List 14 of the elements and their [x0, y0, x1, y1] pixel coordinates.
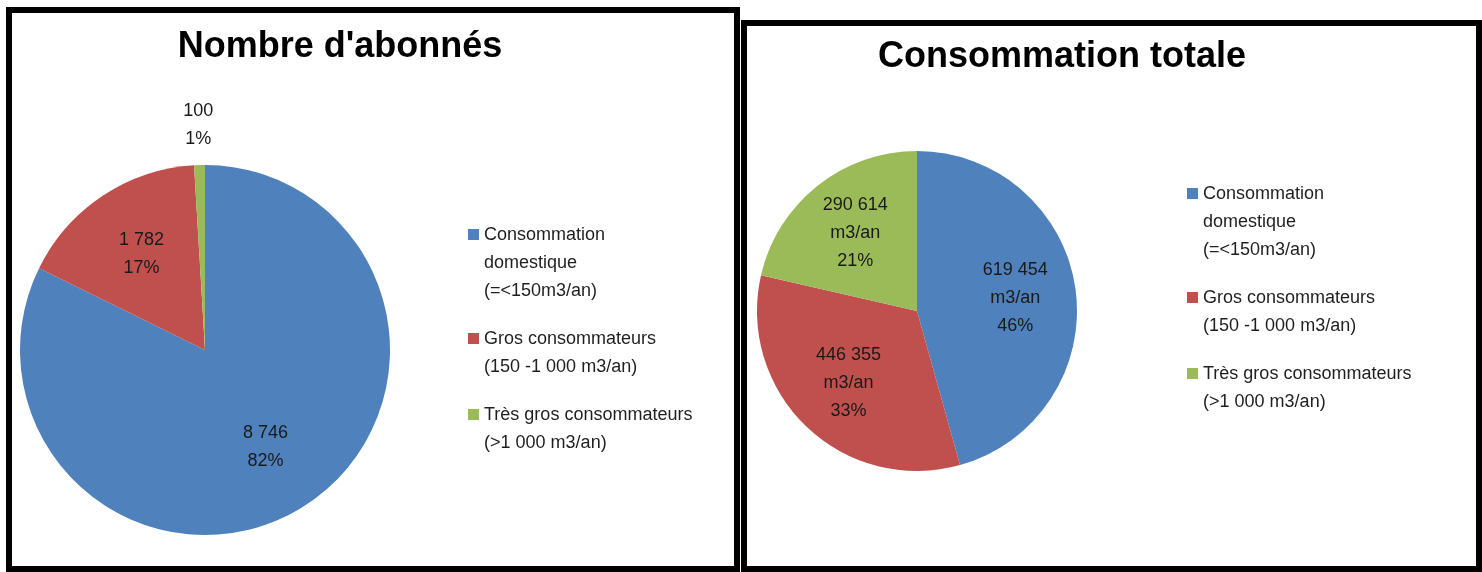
legend-label: Gros consommateurs (150 -1 000 m3/an) — [1203, 287, 1376, 335]
chart-title: Nombre d'abonnés — [177, 24, 503, 65]
legend-label: Consommation domestique (=<150m3/an) — [1203, 183, 1325, 259]
category-label: Très gros consommateurs (>1 000 m3/an) — [1203, 363, 1412, 411]
category-label: Très gros consommateurs (>1 000 m3/an) — [484, 404, 693, 452]
data-label: 619 454 m3/an 46% — [982, 258, 1048, 335]
data-label: 446 355 m3/an 33% — [816, 343, 882, 420]
data-label: 1 782 17% — [119, 229, 165, 278]
legend-label: Consommation domestique (=<150m3/an) — [484, 224, 606, 300]
data-label: 8 746 82% — [243, 422, 289, 471]
legend-label: Gros consommateurs (150 -1 000 m3/an) — [484, 328, 657, 376]
data-label: 100 1% — [183, 100, 214, 149]
chart-title: Consommation totale — [877, 34, 1247, 75]
data-label: 290 614 m3/an 21% — [822, 194, 888, 271]
